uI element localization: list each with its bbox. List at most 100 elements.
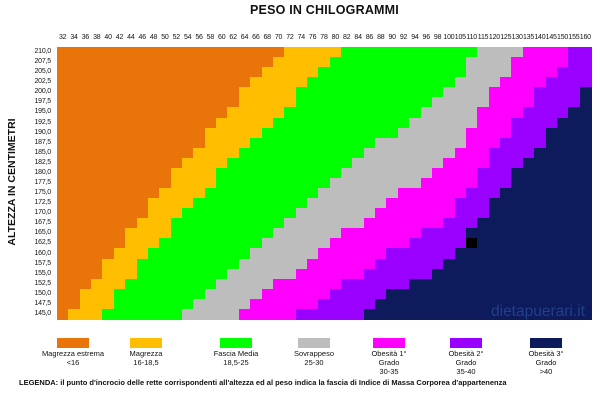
heatmap-cell [409, 137, 422, 149]
heatmap-cell [329, 87, 342, 98]
heatmap-cell [216, 157, 229, 169]
heatmap-cell [522, 238, 535, 250]
heatmap-cell [431, 238, 444, 250]
heatmap-cell [579, 218, 592, 229]
heatmap-cell [443, 67, 456, 78]
y-tick-label: 200,0 [34, 88, 51, 96]
heatmap-cell [477, 228, 490, 239]
heatmap-cell [57, 238, 69, 250]
heatmap-cell [250, 248, 263, 260]
heatmap-cell [261, 258, 274, 270]
heatmap-cell [68, 298, 81, 310]
heatmap-cell [318, 177, 331, 189]
heatmap-cell [363, 208, 376, 219]
heatmap-cell [57, 248, 69, 260]
heatmap-cell [500, 167, 513, 179]
heatmap-cell [386, 147, 399, 159]
heatmap-cell [272, 268, 285, 280]
heatmap-cell [318, 147, 331, 159]
heatmap-cell [181, 77, 194, 88]
heatmap-cell [216, 47, 229, 58]
heatmap-cell [91, 268, 104, 280]
heatmap-cell [159, 238, 172, 250]
heatmap-cell [443, 228, 456, 239]
heatmap-cell [227, 77, 240, 88]
heatmap-cell [352, 97, 365, 109]
brand-label: dietapuerari.it [491, 303, 585, 320]
heatmap-cell [306, 177, 319, 189]
x-tick-label: 74 [297, 34, 306, 41]
heatmap-cell [409, 268, 422, 280]
heatmap-cell [170, 177, 183, 189]
heatmap-cell [352, 238, 365, 250]
heatmap-cell [397, 97, 410, 109]
heatmap-cell [272, 67, 285, 78]
heatmap-cell [227, 218, 240, 229]
heatmap-cell [363, 268, 376, 280]
heatmap-cell [68, 268, 81, 280]
heatmap-cell [341, 288, 353, 300]
heatmap-cell [443, 87, 456, 98]
heatmap-cell [238, 198, 251, 209]
heatmap-cell [136, 208, 149, 219]
heatmap-cell [420, 288, 433, 300]
heatmap-cell [204, 117, 217, 129]
heatmap-cell [238, 137, 251, 149]
heatmap-cell [193, 198, 206, 209]
heatmap-cell [409, 198, 422, 209]
heatmap-cell [341, 67, 353, 78]
heatmap-cell [329, 67, 342, 78]
heatmap-cell [79, 67, 92, 78]
heatmap-cell [102, 218, 115, 229]
heatmap-cell [579, 87, 592, 98]
y-tick-label: 195,0 [34, 108, 51, 116]
heatmap-cell [454, 268, 467, 280]
heatmap-cell [375, 177, 388, 189]
heatmap-cell [159, 278, 172, 290]
heatmap-cell [443, 268, 456, 280]
heatmap-cell [68, 228, 81, 239]
heatmap-cell [238, 208, 251, 219]
heatmap-cell [511, 97, 524, 109]
heatmap-cell [579, 198, 592, 209]
heatmap-cell [397, 278, 410, 290]
heatmap-cell [147, 188, 160, 199]
heatmap-cell [386, 308, 399, 320]
heatmap-cell [556, 248, 569, 260]
heatmap-cell [113, 228, 126, 239]
legend-footnote: LEGENDA: il punto d'incrocio delle rette… [19, 378, 507, 387]
y-tick-label: 170,0 [34, 209, 51, 217]
heatmap-cell [284, 127, 297, 139]
heatmap-cell [556, 107, 569, 119]
heatmap-cell [511, 87, 524, 98]
heatmap-cell [477, 188, 490, 199]
heatmap-cell [79, 298, 92, 310]
heatmap-cell [500, 208, 513, 219]
heatmap-cell [306, 147, 319, 159]
heatmap-cell [568, 228, 581, 239]
heatmap-cell [79, 47, 92, 58]
heatmap-cell [466, 77, 478, 88]
heatmap-cell [454, 288, 467, 300]
heatmap-cell [511, 157, 524, 169]
heatmap-cell [431, 47, 444, 58]
heatmap-cell [375, 218, 388, 229]
heatmap-cell [397, 258, 410, 270]
heatmap-cell [488, 77, 501, 88]
heatmap-cell [295, 57, 308, 68]
heatmap-cell [579, 288, 592, 300]
heatmap-cell [147, 208, 160, 219]
heatmap-cell [113, 97, 126, 109]
heatmap-cell [488, 157, 501, 169]
heatmap-cell [318, 218, 331, 229]
legend-label: Magrezza estrema <16 [41, 349, 105, 367]
heatmap-cell [113, 47, 126, 58]
heatmap-cell [352, 87, 365, 98]
heatmap-cell [295, 47, 308, 58]
heatmap-cell [250, 47, 263, 58]
heatmap-cell [329, 57, 342, 68]
heatmap-cell [136, 177, 149, 189]
heatmap-cell [159, 308, 172, 320]
heatmap-cell [216, 308, 229, 320]
heatmap-cell [556, 97, 569, 109]
